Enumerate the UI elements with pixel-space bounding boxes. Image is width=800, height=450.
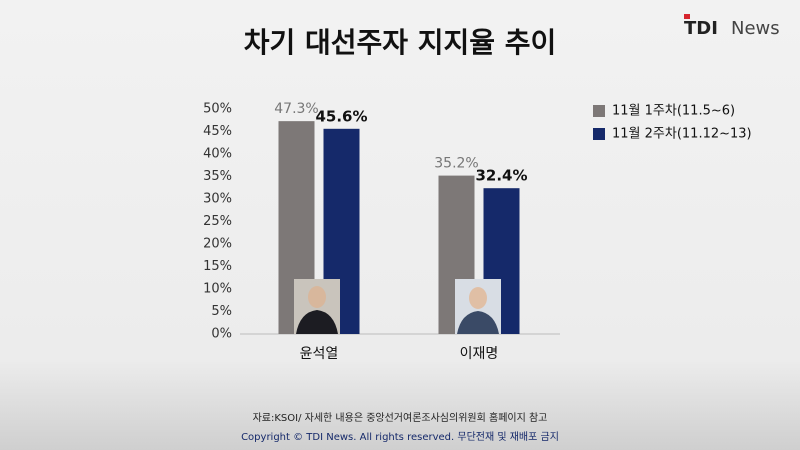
photo (294, 279, 340, 334)
x-tick-label: 윤석열 (300, 346, 339, 362)
legend-label: 11월 2주차(11.12~13) (612, 127, 752, 142)
copyright: Copyright © TDI News. All rights reserve… (241, 431, 559, 443)
value-label: 45.6% (315, 107, 367, 125)
logo-mark (684, 14, 690, 19)
legend-label: 11월 1주차(11.5~6) (612, 104, 735, 119)
y-tick-label: 0% (211, 327, 232, 342)
photo (455, 279, 501, 334)
source-note: 자료:KSOI/ 자세한 내용은 중앙선거여론조사심의위원회 홈페이지 참고 (253, 411, 548, 424)
logo-name: News (731, 18, 780, 39)
y-tick-label: 10% (203, 282, 232, 297)
y-tick-label: 40% (203, 147, 232, 162)
y-tick-label: 25% (203, 214, 232, 229)
value-label: 35.2% (434, 156, 478, 172)
value-label: 32.4% (475, 167, 527, 185)
y-tick-label: 15% (203, 259, 232, 274)
chart-title: 차기 대선주자 지지율 추이 (244, 26, 557, 59)
legend-swatch (593, 128, 605, 140)
legend-swatch (593, 105, 605, 117)
y-tick-label: 30% (203, 192, 232, 207)
y-tick-label: 45% (203, 124, 232, 139)
value-label: 47.3% (274, 101, 318, 117)
y-tick-label: 5% (211, 304, 232, 319)
y-tick-label: 50% (203, 102, 232, 117)
x-tick-label: 이재명 (460, 346, 499, 362)
logo-brand: TDI (684, 18, 718, 39)
y-tick-label: 20% (203, 237, 232, 252)
y-tick-label: 35% (203, 169, 232, 184)
